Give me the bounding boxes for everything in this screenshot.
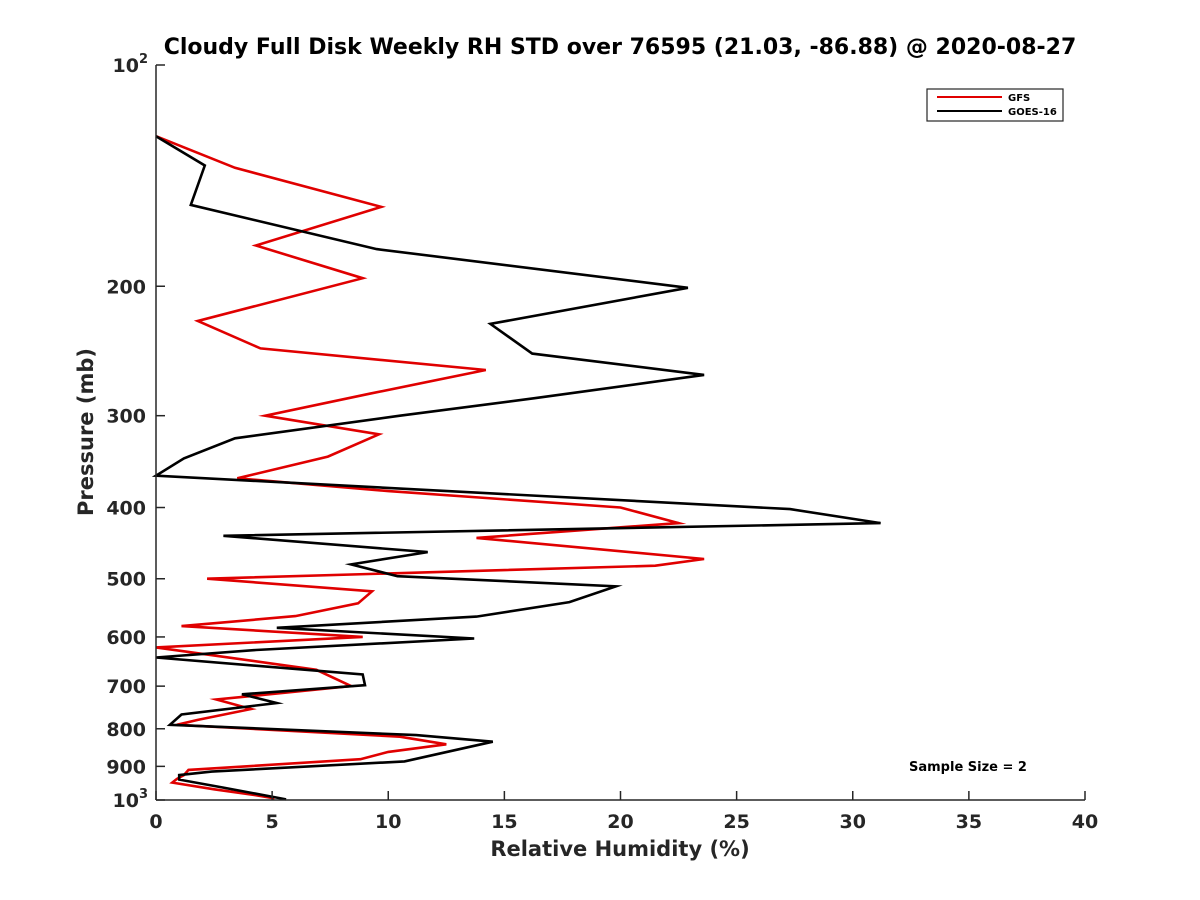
legend: GFS GOES-16 [926, 88, 1064, 122]
sample-size-annotation: Sample Size = 2 [909, 760, 1027, 775]
x-tick-label: 25 [723, 811, 749, 833]
x-tick-label: 15 [491, 811, 517, 833]
x-tick-label: 0 [149, 811, 162, 833]
y-tick-label: 500 [106, 569, 146, 591]
y-tick-label: 800 [106, 719, 146, 741]
y-tick-label: 200 [106, 276, 146, 298]
y-tick-label-base: 10 [113, 55, 139, 77]
x-axis-label: Relative Humidity (%) [490, 837, 749, 861]
y-tick-label: 700 [106, 676, 146, 698]
x-tick-label: 30 [840, 811, 866, 833]
x-tick-label: 35 [956, 811, 982, 833]
y-axis-label: Pressure (mb) [74, 348, 98, 516]
title-group: Cloudy Full Disk Weekly RH STD over 7659… [164, 35, 1077, 60]
legend-box [926, 88, 1064, 122]
y-tick-label-exponent: 3 [139, 787, 148, 802]
series-line-goes16 [151, 135, 881, 801]
series-line-gfs [155, 134, 705, 800]
chart-title: Cloudy Full Disk Weekly RH STD over 7659… [164, 35, 1077, 60]
y-tick-label-base: 10 [113, 790, 139, 812]
legend-label-gfs: GFS [1008, 93, 1030, 104]
x-tick-label: 10 [375, 811, 401, 833]
series-layer [151, 134, 881, 801]
y-tick-label: 900 [106, 756, 146, 778]
y-tick-label-exponent: 2 [139, 52, 148, 67]
x-tick-label: 20 [607, 811, 633, 833]
legend-label-goes16: GOES-16 [1008, 107, 1057, 118]
x-tick-label: 40 [1072, 811, 1098, 833]
x-tick-label: 5 [266, 811, 279, 833]
y-tick-label: 600 [106, 627, 146, 649]
y-tick-label: 400 [106, 498, 146, 520]
x-ticks: 0 5 10 15 20 25 30 35 40 [149, 791, 1098, 833]
y-tick-label: 102 [113, 52, 149, 77]
y-tick-label: 300 [106, 406, 146, 428]
y-tick-label: 103 [113, 787, 149, 812]
